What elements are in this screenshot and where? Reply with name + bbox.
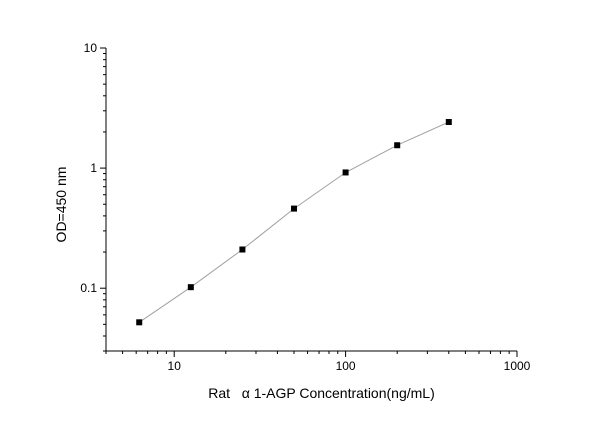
x-tick-label: 100 — [336, 359, 356, 373]
data-point — [394, 142, 401, 149]
data-point — [291, 205, 298, 212]
x-axis-label: Rat α 1-AGP Concentration(ng/mL) — [208, 385, 435, 401]
data-point — [342, 169, 349, 176]
x-ticks: 10 100 1000 — [105, 351, 531, 373]
data-point — [445, 119, 452, 126]
y-tick-label: 1 — [90, 161, 97, 175]
data-point — [239, 246, 246, 253]
plot-frame — [105, 48, 517, 352]
y-tick-label: 10 — [84, 41, 98, 55]
x-tick-label: 10 — [168, 359, 182, 373]
series-line — [138, 121, 450, 323]
data-point — [187, 284, 194, 291]
y-ticks: 0.1 1 10 — [80, 41, 106, 352]
series-group — [136, 119, 452, 326]
data-point — [136, 319, 143, 326]
x-tick-label: 1000 — [504, 359, 531, 373]
y-axis-label: OD=450 nm — [53, 167, 69, 243]
y-tick-label: 0.1 — [80, 281, 97, 295]
